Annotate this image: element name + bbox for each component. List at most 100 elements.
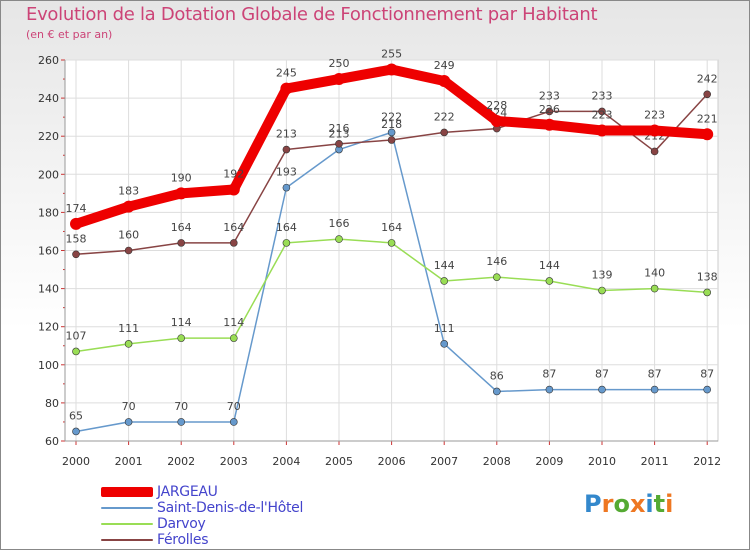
- data-point-saint-denis-de-l-h-tel: [282, 183, 291, 192]
- data-label-f-rolles: 233: [539, 89, 560, 102]
- logo-letter: o: [613, 490, 630, 518]
- data-label-saint-denis-de-l-h-tel: 70: [227, 400, 241, 413]
- x-tick-label: 2003: [220, 455, 248, 468]
- data-point-darvoy: [124, 340, 133, 348]
- y-tick-label: 60: [45, 435, 59, 448]
- legend-item-jargeau: JARGEAU: [101, 484, 218, 500]
- data-label-darvoy: 144: [539, 259, 560, 272]
- chart-subtitle: (en € et par an): [26, 28, 113, 41]
- data-label-darvoy: 138: [697, 270, 718, 283]
- data-label-saint-denis-de-l-h-tel: 87: [700, 368, 714, 381]
- data-point-darvoy: [282, 239, 291, 247]
- data-label-f-rolles: 213: [276, 128, 297, 141]
- data-point-f-rolles: [177, 239, 185, 247]
- data-label-f-rolles: 233: [592, 89, 613, 102]
- data-point-f-rolles: [598, 107, 606, 116]
- x-tick-label: 2012: [693, 455, 721, 468]
- legend-label: JARGEAU: [157, 484, 218, 500]
- data-point-jargeau: [596, 124, 608, 137]
- data-label-f-rolles: 216: [329, 122, 350, 135]
- data-point-darvoy: [230, 334, 238, 342]
- data-point-saint-denis-de-l-h-tel: [703, 385, 712, 394]
- data-label-saint-denis-de-l-h-tel: 86: [490, 369, 504, 382]
- legend-label: Férolles: [157, 532, 209, 548]
- data-point-f-rolles: [650, 147, 659, 156]
- data-point-darvoy: [335, 235, 343, 243]
- y-tick-label: 260: [38, 54, 59, 67]
- y-tick-label: 80: [45, 397, 59, 410]
- x-tick-label: 2004: [272, 455, 300, 468]
- y-tick-label: 120: [38, 321, 59, 334]
- x-tick-label: 2010: [588, 455, 616, 468]
- data-point-f-rolles: [703, 90, 712, 99]
- logo-letter: P: [584, 490, 602, 518]
- legend-item-darvoy: Darvoy: [101, 516, 206, 532]
- data-label-darvoy: 144: [434, 259, 455, 272]
- data-point-darvoy: [177, 334, 185, 342]
- data-point-jargeau: [333, 73, 345, 86]
- data-label-jargeau: 183: [118, 185, 139, 198]
- y-tick-label: 220: [38, 130, 59, 143]
- data-label-darvoy: 139: [592, 269, 613, 282]
- data-label-darvoy: 164: [381, 221, 402, 234]
- y-tick-label: 160: [38, 245, 59, 258]
- data-label-darvoy: 114: [171, 316, 192, 329]
- data-label-saint-denis-de-l-h-tel: 70: [122, 400, 136, 413]
- data-point-darvoy: [598, 286, 606, 295]
- data-point-f-rolles: [335, 140, 343, 148]
- legend-swatch: [101, 507, 153, 509]
- data-label-saint-denis-de-l-h-tel: 111: [434, 322, 455, 335]
- data-label-darvoy: 146: [486, 255, 507, 268]
- data-label-jargeau: 192: [223, 168, 244, 181]
- legend-item-saint-denis-de-l-h-tel: Saint-Denis-de-l'Hôtel: [101, 500, 303, 516]
- data-label-jargeau: 221: [697, 112, 718, 125]
- data-point-saint-denis-de-l-h-tel: [124, 418, 133, 426]
- legend-label: Saint-Denis-de-l'Hôtel: [157, 500, 304, 516]
- data-point-f-rolles: [230, 239, 238, 247]
- data-label-jargeau: 250: [329, 57, 350, 70]
- logo-letter: i: [665, 490, 674, 518]
- data-point-f-rolles: [440, 128, 449, 137]
- data-label-darvoy: 140: [644, 267, 665, 280]
- data-point-saint-denis-de-l-h-tel: [598, 385, 606, 394]
- legend-item-f-rolles: Férolles: [101, 532, 209, 548]
- data-point-jargeau: [701, 128, 714, 141]
- data-point-jargeau: [490, 114, 503, 127]
- x-tick-label: 2007: [430, 455, 458, 468]
- data-label-jargeau: 174: [66, 202, 87, 215]
- legend-swatch: [101, 523, 153, 525]
- y-tick-label: 200: [38, 168, 59, 181]
- data-label-darvoy: 164: [276, 221, 297, 234]
- data-label-saint-denis-de-l-h-tel: 222: [381, 110, 402, 123]
- data-point-jargeau: [438, 74, 451, 87]
- data-point-jargeau: [227, 183, 240, 196]
- data-point-jargeau: [70, 217, 82, 230]
- data-point-f-rolles: [282, 145, 291, 154]
- data-point-f-rolles: [387, 136, 396, 144]
- data-label-f-rolles: 164: [171, 221, 192, 234]
- data-point-f-rolles: [72, 250, 80, 259]
- data-point-jargeau: [385, 63, 398, 76]
- data-label-jargeau: 223: [592, 108, 613, 121]
- data-point-saint-denis-de-l-h-tel: [650, 385, 659, 394]
- data-point-jargeau: [280, 82, 293, 95]
- data-label-jargeau: 255: [381, 48, 402, 61]
- data-label-jargeau: 190: [171, 171, 192, 184]
- y-tick-label: 140: [38, 283, 59, 296]
- data-point-saint-denis-de-l-h-tel: [230, 418, 238, 426]
- logo-letter: r: [601, 490, 614, 518]
- proxiti-logo: Proxiti: [584, 490, 673, 518]
- data-label-f-rolles: 164: [223, 221, 244, 234]
- data-point-saint-denis-de-l-h-tel: [72, 427, 80, 436]
- data-label-f-rolles: 158: [66, 232, 87, 245]
- data-point-f-rolles: [124, 246, 133, 255]
- x-tick-label: 2000: [62, 455, 90, 468]
- logo-letter: x: [629, 490, 646, 518]
- data-label-saint-denis-de-l-h-tel: 70: [174, 400, 188, 413]
- data-label-f-rolles: 218: [381, 118, 402, 131]
- data-label-f-rolles: 160: [118, 229, 139, 242]
- data-point-saint-denis-de-l-h-tel: [492, 387, 501, 396]
- data-label-jargeau: 226: [539, 103, 560, 116]
